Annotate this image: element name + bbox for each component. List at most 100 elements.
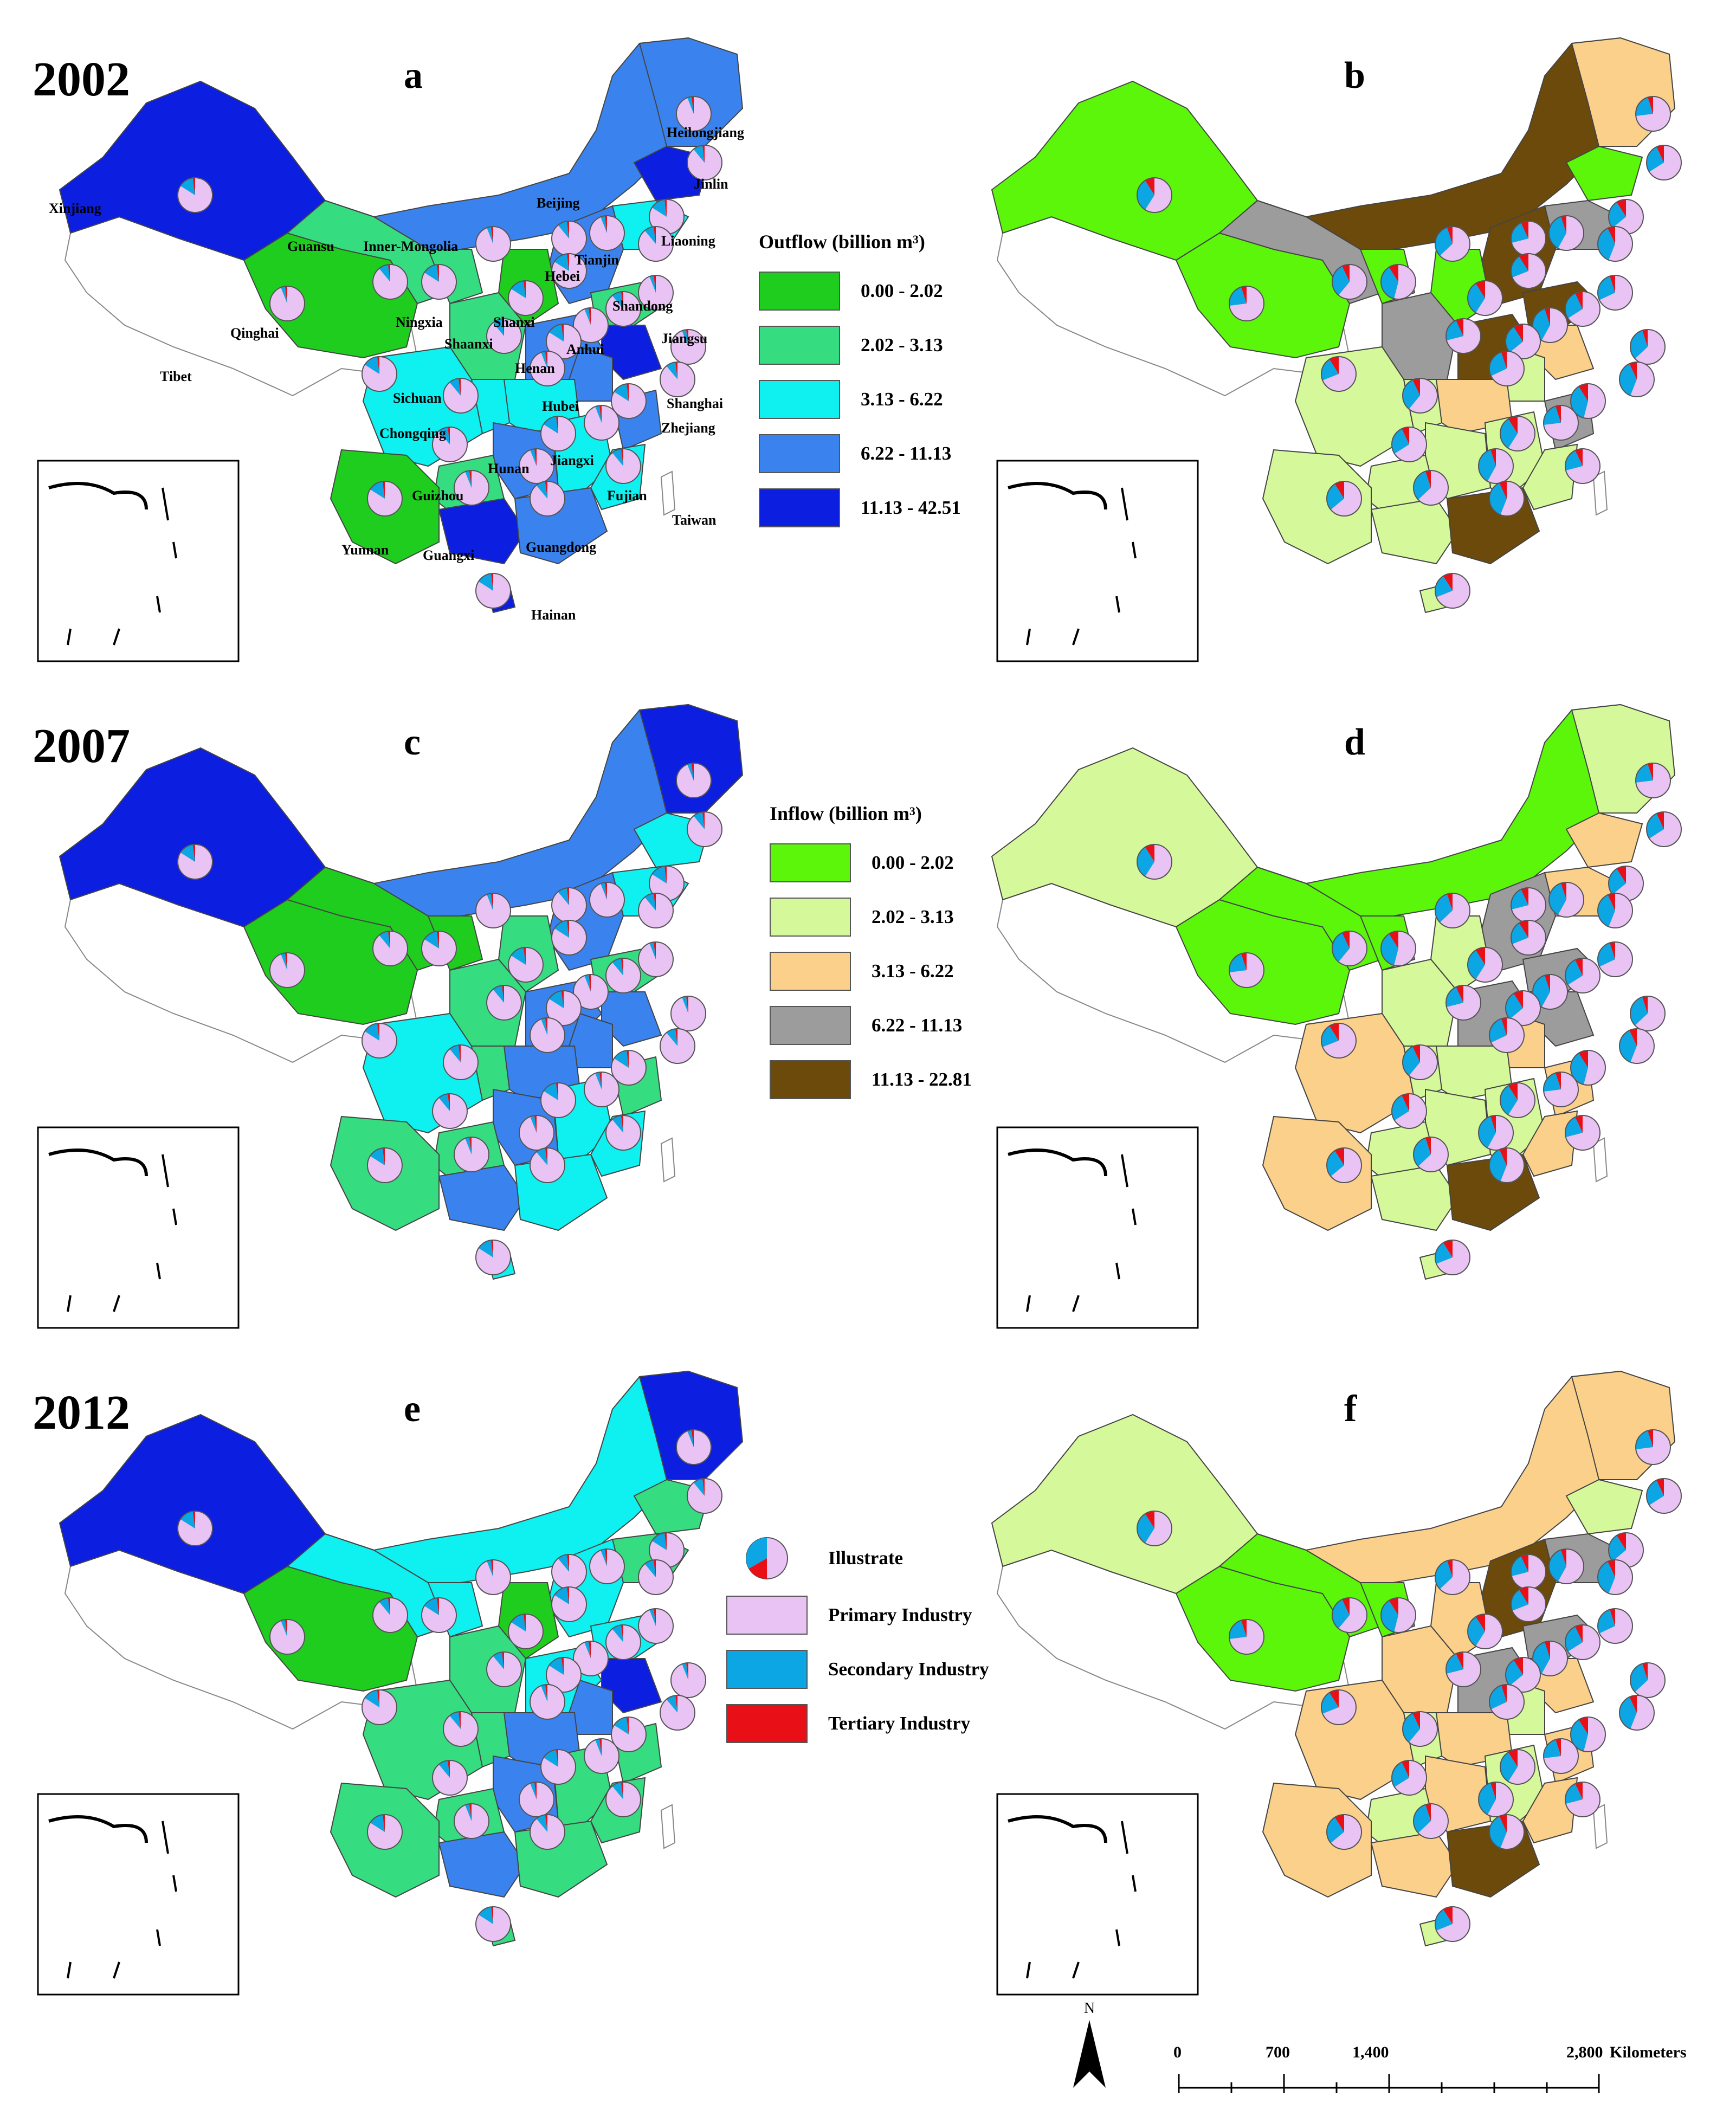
pie-outline [1570, 1717, 1606, 1752]
pie-slice [1479, 1116, 1496, 1148]
pie-outline [1597, 1608, 1633, 1644]
label-beijing: Beijing [537, 195, 580, 211]
pie-slice [611, 1717, 647, 1752]
pie-outline [1565, 448, 1601, 484]
pie-outline [611, 383, 647, 419]
pie-slice [1519, 254, 1528, 271]
label-guangxi: Guangxi [423, 547, 475, 563]
pie-outline [1543, 1738, 1579, 1774]
pie-outline [1565, 1624, 1601, 1660]
pie-outline [1137, 177, 1172, 213]
pie-slice [1145, 178, 1154, 195]
pie-slice [1635, 996, 1665, 1031]
pie-slice [1656, 812, 1664, 829]
pie-slice [1389, 931, 1398, 948]
pie-slice [1612, 199, 1643, 235]
pie-slice [693, 1479, 705, 1496]
tertiary-industry-label: Tertiary Industry [828, 1713, 971, 1734]
pie-slice [691, 1430, 694, 1447]
pie-outline [611, 1050, 647, 1086]
pie-slice [1322, 357, 1356, 391]
pie-slice [1541, 1641, 1567, 1676]
industry-pie-legend: Illustrate Primary Industry Secondary In… [726, 1528, 989, 1751]
pie-slice [1435, 1909, 1453, 1931]
pie-outline [530, 1814, 565, 1850]
pie-slice [1403, 380, 1420, 409]
pie-outline [443, 1711, 479, 1747]
pie-slice [558, 888, 569, 905]
pie-slice [1321, 359, 1339, 380]
pie-slice [682, 1663, 688, 1680]
pie-slice [1545, 975, 1550, 992]
pie-outline [1435, 893, 1470, 928]
pie-slice [519, 1782, 554, 1817]
pie-slice [626, 1050, 629, 1068]
pie-outline [605, 1115, 641, 1151]
pie-outline [1489, 1147, 1525, 1183]
inflow-legend-row: 6.22 - 11.13 [770, 998, 972, 1053]
inflow-swatch-2 [770, 952, 851, 991]
pie-outline [1321, 1689, 1357, 1725]
pie-outline [475, 893, 511, 928]
pie-slice [388, 264, 390, 282]
pie-outline [1380, 264, 1416, 300]
pie-slice [1598, 276, 1615, 300]
label-hainan: Hainan [531, 607, 576, 623]
pie-outline [638, 226, 674, 262]
region-anhui [568, 1679, 613, 1735]
pie-slice [1629, 1029, 1637, 1046]
pie-slice [691, 763, 694, 780]
pie-slice [1544, 1072, 1578, 1107]
pie-slice [1506, 326, 1523, 353]
pie-slice [675, 1029, 677, 1046]
pie-slice [1598, 1561, 1615, 1593]
pie-outline [676, 1429, 712, 1465]
panel-letter-e: e [404, 1388, 421, 1430]
pie-outline [519, 448, 554, 484]
china-map-d [991, 704, 1682, 1329]
pie-outline [475, 226, 511, 262]
region-jilin [1565, 145, 1643, 202]
pie-slice [1440, 893, 1470, 928]
inflow-legend: Inflow (billion m³) 0.00 - 2.02 2.02 - 3… [770, 802, 972, 1107]
pie-slice [545, 1685, 547, 1702]
pie-slice [1609, 1535, 1626, 1561]
pie-outline [551, 920, 587, 956]
pie-outline [670, 1662, 706, 1698]
pie-slice [1558, 882, 1584, 917]
pie-slice [676, 96, 711, 131]
pie-slice [1491, 1018, 1524, 1053]
pie-outline [362, 1023, 397, 1059]
pie-slice [1487, 1782, 1513, 1817]
pie-outline [1391, 1093, 1427, 1129]
pie-slice [454, 1137, 489, 1172]
inflow-class-4: 11.13 - 22.81 [872, 1069, 972, 1090]
map-panel-d [970, 688, 1691, 1339]
pie-slice [1501, 1685, 1507, 1702]
region-yunnan [1262, 449, 1372, 565]
pie-outline [1500, 1082, 1535, 1118]
pie-slice [1566, 1782, 1600, 1817]
pie-slice [1241, 286, 1247, 304]
pie-slice [1490, 1115, 1496, 1133]
pie-slice [1332, 933, 1350, 962]
pie-slice [1558, 1549, 1584, 1584]
pie-outline [177, 844, 213, 880]
pie-outline [454, 1137, 489, 1172]
pie-slice [1609, 226, 1632, 261]
pie-slice [649, 1609, 656, 1626]
pie-outline [1646, 1478, 1682, 1514]
pie-slice [1145, 844, 1154, 862]
pie-outline [638, 275, 674, 311]
scale-tick-0: 0 [1173, 2043, 1182, 2061]
label-hebei: Hebei [545, 268, 580, 284]
pie-slice [1389, 264, 1398, 282]
map-panel-e [37, 1355, 759, 2005]
pie-slice [438, 1760, 450, 1778]
pie-outline [1565, 1782, 1601, 1817]
pie-slice [377, 1690, 379, 1707]
pie-outline [1548, 882, 1584, 918]
pie-outline [1548, 1548, 1584, 1584]
pie-slice [644, 227, 656, 244]
pie-slice [1630, 362, 1654, 397]
